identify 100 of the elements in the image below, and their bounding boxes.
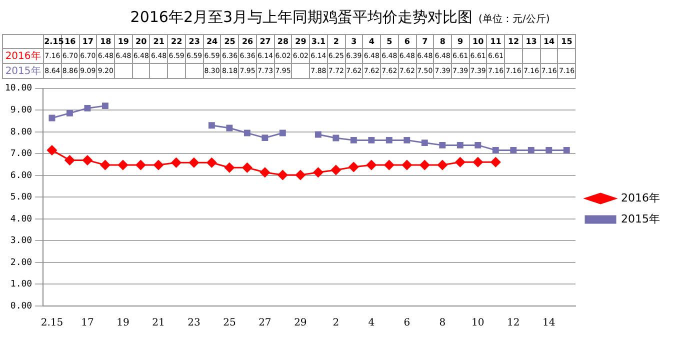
point	[206, 158, 217, 168]
y-tick-label: 8.00	[10, 127, 32, 138]
x-tick-label: 12	[504, 34, 522, 48]
point	[244, 130, 250, 136]
point	[295, 170, 306, 180]
point	[313, 167, 324, 178]
x-tick-label: 15	[558, 34, 576, 48]
y-tick-label: 3.00	[10, 236, 32, 246]
point	[421, 140, 428, 146]
point	[368, 136, 375, 144]
y-tick-label: 7.00	[10, 149, 32, 160]
category-label: 6	[404, 318, 410, 329]
text: 2015年	[5, 66, 41, 77]
point	[154, 160, 164, 170]
point	[330, 165, 341, 175]
x-tick-label: 28	[274, 34, 292, 48]
point	[472, 157, 483, 168]
point	[100, 160, 110, 170]
category-label: 2.15	[40, 318, 64, 329]
x-tick-label: 18	[96, 34, 115, 48]
x-tick-label: 29	[292, 34, 310, 48]
x-tick-label: 11	[486, 34, 505, 48]
point	[510, 146, 517, 154]
point	[278, 170, 288, 180]
point	[64, 155, 75, 166]
point	[118, 160, 128, 170]
x-tick-label: 25	[220, 34, 239, 48]
x-tick-label: 4	[362, 34, 381, 48]
point	[490, 157, 501, 168]
point	[350, 136, 357, 144]
point	[402, 160, 412, 170]
category-label: 29	[294, 318, 307, 329]
point	[66, 110, 73, 116]
point	[84, 104, 91, 112]
legend-label: 2016年	[621, 191, 660, 204]
point	[439, 142, 446, 148]
point	[279, 130, 286, 136]
category-label: 25	[223, 318, 236, 329]
x-tick-label: 9	[451, 34, 470, 48]
x-tick-label: 20	[132, 34, 150, 48]
x-tick-label: 10	[469, 34, 487, 48]
point	[546, 146, 552, 154]
point	[455, 157, 466, 168]
point	[332, 134, 340, 142]
x-tick-label: 6	[398, 34, 416, 48]
point	[366, 160, 376, 170]
point	[260, 167, 270, 178]
y-tick-label: 9.00	[10, 106, 32, 116]
chart-subtitle: (单位：元/公斤)	[478, 14, 550, 25]
x-tick-label: 17	[79, 34, 97, 48]
point	[171, 158, 182, 168]
point	[528, 146, 534, 154]
point	[384, 160, 394, 170]
category-label: 17	[81, 318, 94, 329]
point	[314, 131, 322, 138]
x-tick-label: 21	[150, 34, 168, 48]
category-label: 14	[542, 318, 556, 329]
category-label: 19	[116, 318, 130, 329]
x-tick-label: 23	[185, 34, 204, 48]
point	[456, 142, 464, 148]
point	[82, 155, 92, 166]
y-tick-label: 2.00	[10, 258, 32, 268]
y-tick-label: 10.00	[5, 84, 32, 94]
x-tick-label: 8	[434, 34, 452, 48]
x-tick-label: 5	[380, 34, 398, 48]
y-tick-label: 1.00	[10, 280, 32, 290]
point	[224, 162, 234, 173]
point	[474, 142, 482, 148]
chart-title: 2016年2月至3月与上年同期鸡蛋平均价走势对比图	[130, 8, 473, 26]
point	[188, 158, 199, 168]
point	[563, 146, 570, 154]
x-tick-label: 2	[327, 34, 346, 48]
x-tick-label: 19	[114, 34, 132, 48]
point	[348, 162, 359, 172]
category-label: 21	[152, 318, 165, 329]
x-tick-label: 24	[203, 34, 221, 48]
point	[136, 160, 146, 170]
point	[102, 102, 108, 110]
x-tick-label: 3	[345, 34, 363, 48]
category-label: 8	[439, 318, 446, 329]
y-tick-label: 0.00	[10, 301, 32, 312]
y-tick-label: 4.00	[10, 214, 32, 224]
point	[262, 134, 268, 142]
x-tick-label: 14	[540, 34, 558, 48]
point	[386, 136, 392, 144]
text: 2016年	[5, 51, 41, 62]
x-tick-label: 27	[256, 34, 274, 48]
point	[492, 146, 499, 154]
point	[48, 114, 56, 122]
point	[242, 162, 252, 173]
category-label: 23	[188, 318, 200, 329]
category-label: 27	[258, 318, 272, 329]
point	[226, 124, 233, 132]
x-tick-label: 7	[416, 34, 434, 48]
point	[47, 145, 57, 156]
x-tick-label: 13	[522, 34, 540, 48]
category-label: 10	[472, 318, 484, 329]
point	[404, 136, 410, 144]
legend-label: 2015年	[621, 212, 660, 226]
x-tick-label: 2.15	[44, 34, 64, 48]
